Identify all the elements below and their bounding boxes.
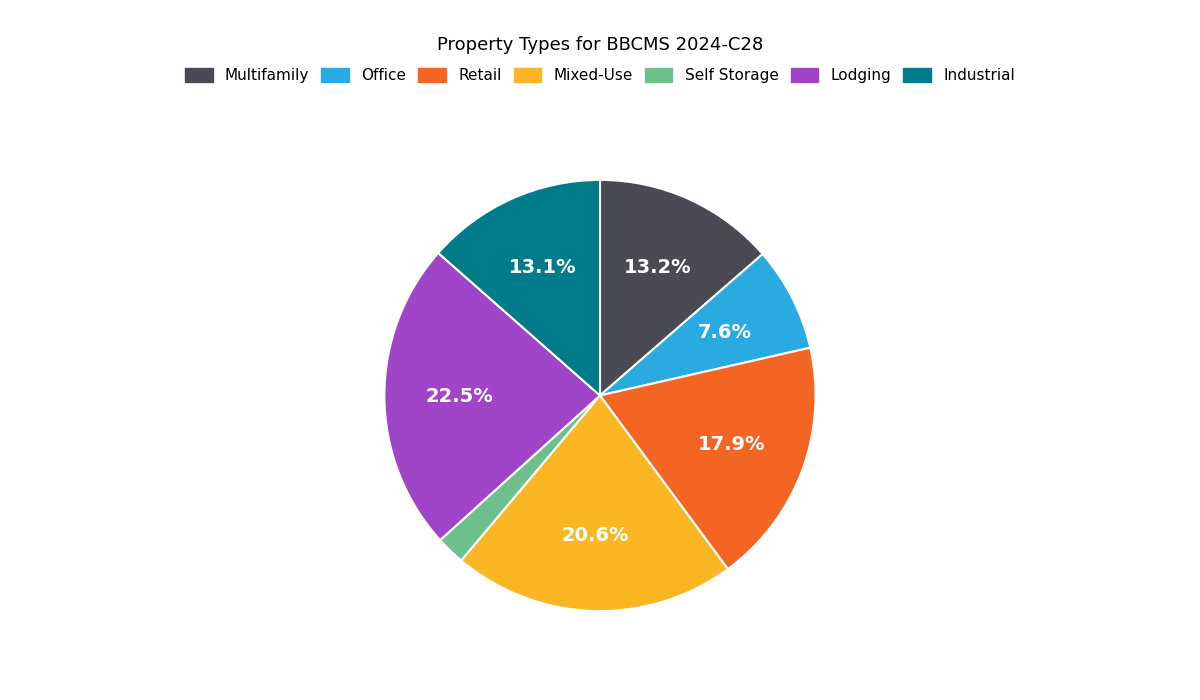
Text: 22.5%: 22.5% — [426, 387, 493, 406]
Wedge shape — [384, 253, 600, 540]
Wedge shape — [461, 395, 728, 611]
Wedge shape — [440, 395, 600, 561]
Wedge shape — [600, 180, 763, 396]
Wedge shape — [600, 254, 810, 396]
Text: 13.1%: 13.1% — [509, 258, 576, 277]
Wedge shape — [438, 180, 600, 396]
Text: 20.6%: 20.6% — [562, 526, 629, 545]
Text: 17.9%: 17.9% — [697, 435, 766, 454]
Wedge shape — [600, 348, 816, 569]
Text: 13.2%: 13.2% — [624, 258, 692, 277]
Text: 7.6%: 7.6% — [698, 323, 752, 342]
Title: Property Types for BBCMS 2024-C28: Property Types for BBCMS 2024-C28 — [437, 36, 763, 54]
Legend: Multifamily, Office, Retail, Mixed-Use, Self Storage, Lodging, Industrial: Multifamily, Office, Retail, Mixed-Use, … — [180, 64, 1020, 88]
